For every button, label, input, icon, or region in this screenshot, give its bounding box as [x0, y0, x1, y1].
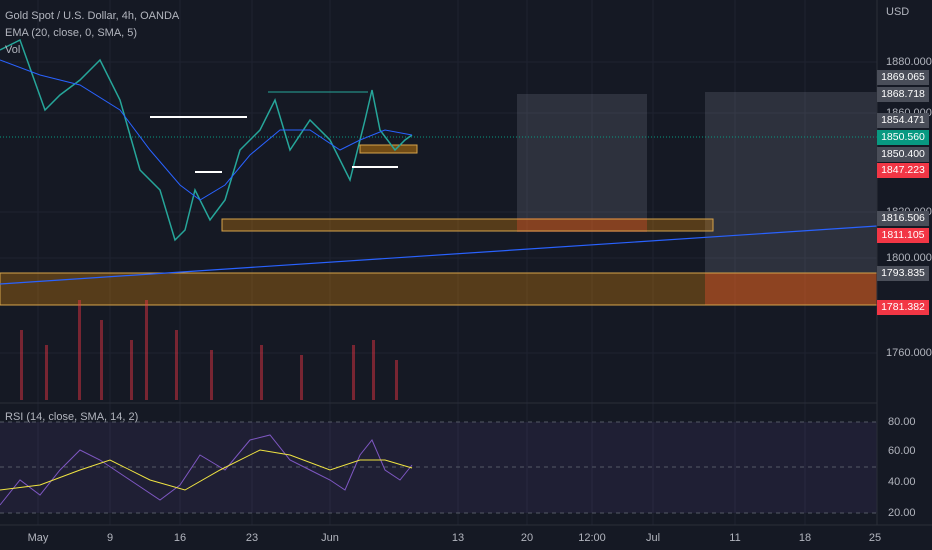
rsi-ticks: 80.00 60.00 40.00 20.00: [888, 416, 916, 519]
currency: USD: [886, 6, 909, 18]
price-tick: 1800.000: [886, 252, 932, 264]
trend-line: [0, 225, 878, 285]
tag: 1868.718: [881, 88, 925, 100]
symbol[interactable]: Gold Spot / U.S. Dollar, 4h, OANDA: [5, 10, 180, 22]
time-tick: May: [28, 532, 49, 544]
vol-legend[interactable]: Vol: [5, 44, 20, 56]
time-tick: 25: [869, 532, 881, 544]
target-box: [705, 92, 877, 273]
price-tags: 1869.065 1868.718 1854.471 1850.560 1850…: [877, 70, 929, 315]
tag: 1847.223: [881, 164, 925, 176]
time-tick: 20: [521, 532, 533, 544]
price-tick: 1880.000: [886, 56, 932, 68]
annotations: [150, 116, 398, 173]
stop-box: [705, 273, 877, 305]
rsi-tick: 20.00: [888, 507, 916, 519]
tag: 1781.382: [881, 301, 925, 313]
rsi-sma: [0, 449, 413, 491]
tag: 1816.506: [881, 212, 925, 224]
rsi-tick: 60.00: [888, 445, 916, 457]
time-tick: Jun: [321, 532, 339, 544]
tag: 1811.105: [881, 229, 924, 241]
time-ticks: May 9 16 23 Jun 13 20 12:00 Jul 11 18 25: [28, 532, 882, 544]
ema-legend[interactable]: EMA (20, close, 0, SMA, 5): [5, 27, 137, 39]
rsi-levels: [0, 421, 877, 514]
rsi-line: [0, 434, 413, 506]
demand-zone: [0, 272, 878, 306]
time-tick: Jul: [646, 532, 660, 544]
tag: 1793.835: [881, 267, 925, 279]
time-tick: 11: [729, 532, 740, 544]
demand-zone: [221, 218, 714, 232]
tag: 1869.065: [881, 71, 925, 83]
time-tick: 16: [174, 532, 186, 544]
tag: 1850.400: [881, 148, 925, 160]
rsi-legend[interactable]: RSI (14, close, SMA, 14, 2): [5, 411, 138, 423]
price-ticks: 1880.000 1860.000 1820.000 1800.000 1760…: [886, 56, 932, 359]
target-box: [517, 94, 647, 218]
tag: 1854.471: [881, 114, 925, 126]
time-tick: 9: [107, 532, 113, 544]
rsi-tick: 80.00: [888, 416, 916, 428]
ema-line: [0, 59, 413, 201]
price-series: [0, 38, 413, 242]
time-tick: 23: [246, 532, 258, 544]
volume-bars: [20, 300, 398, 400]
time-tick: 18: [799, 532, 811, 544]
zone: [359, 144, 418, 154]
tag: 1850.560: [881, 131, 925, 143]
time-tick: 13: [452, 532, 464, 544]
price-tick: 1760.000: [886, 347, 932, 359]
rsi-tick: 40.00: [888, 476, 916, 488]
stop-box: [517, 218, 647, 232]
time-tick: 12:00: [578, 532, 606, 544]
